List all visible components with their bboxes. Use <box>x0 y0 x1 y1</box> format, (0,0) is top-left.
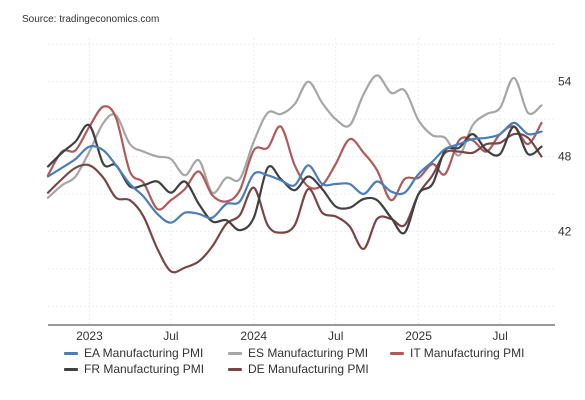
legend-swatch-es <box>228 351 242 355</box>
legend-swatch-ea <box>64 351 78 355</box>
series-line-es <box>46 74 543 199</box>
x-tick-label: 2023 <box>76 329 103 340</box>
x-tick-label: Jul <box>328 329 343 340</box>
legend-item-ea: EA Manufacturing PMI <box>64 346 203 360</box>
legend-label-es: ES Manufacturing PMI <box>248 346 369 360</box>
legend-item-it: IT Manufacturing PMI <box>390 346 525 360</box>
legend-swatch-fr <box>64 367 78 371</box>
x-axis-tick-labels: 2023 Jul 2024 Jul 2025 Jul <box>76 329 508 340</box>
series-line-fr <box>46 123 543 235</box>
y-tick-label: 48 <box>558 150 572 164</box>
legend-label-de: DE Manufacturing PMI <box>248 362 369 376</box>
legend-label-ea: EA Manufacturing PMI <box>84 346 204 360</box>
y-tick-label: 42 <box>558 224 572 238</box>
x-tick-label: Jul <box>492 329 507 340</box>
series-line-ea <box>46 121 543 224</box>
legend-item-de: DE Manufacturing PMI <box>228 362 369 376</box>
series-lines <box>46 74 543 274</box>
grid-lines <box>48 38 555 325</box>
x-tick-label: 2024 <box>240 329 267 340</box>
legend-item-es: ES Manufacturing PMI <box>228 346 368 360</box>
y-axis-tick-labels: 42 48 54 <box>558 75 572 239</box>
source-label: Source: tradingeconomics.com <box>22 14 160 25</box>
legend-swatch-it <box>390 351 404 355</box>
line-chart: 42 48 54 2023 Jul 2024 Jul 2025 Jul <box>46 38 572 340</box>
series-line-it <box>46 105 543 211</box>
legend-label-fr: FR Manufacturing PMI <box>84 362 205 376</box>
legend-label-it: IT Manufacturing PMI <box>410 346 525 360</box>
y-tick-label: 54 <box>558 75 572 89</box>
x-tick-label: 2025 <box>405 329 432 340</box>
legend-swatch-de <box>228 367 242 371</box>
series-line-de <box>46 132 543 274</box>
legend-item-fr: FR Manufacturing PMI <box>64 362 204 376</box>
x-tick-label: Jul <box>163 329 178 340</box>
